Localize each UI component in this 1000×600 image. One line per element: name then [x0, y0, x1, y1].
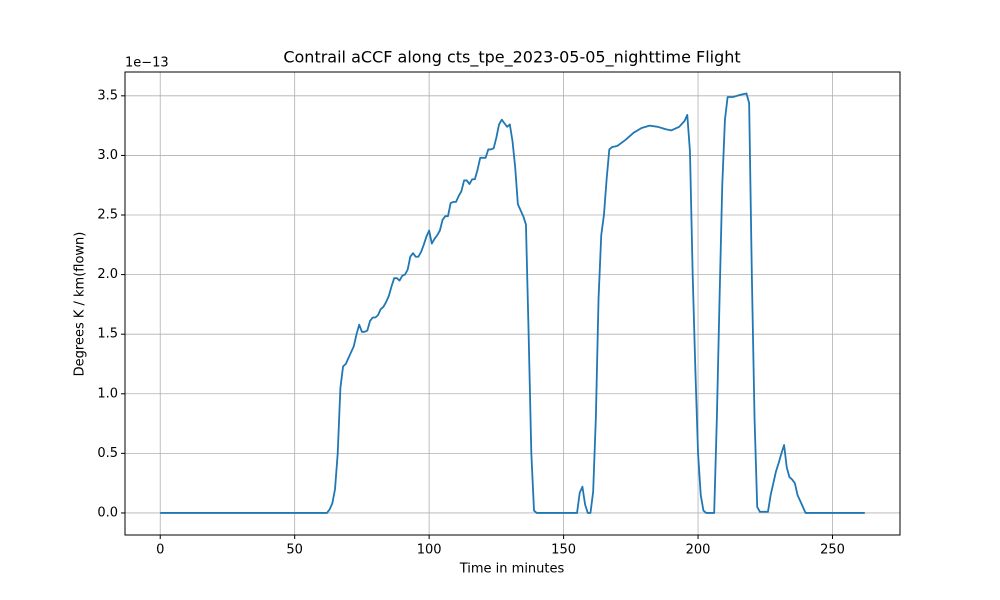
x-tick-label: 50 [286, 543, 303, 558]
x-tick-label: 0 [156, 543, 164, 558]
grid: 0 50 100 150 200 250 0.0 0.5 1.0 1.5 2.0 2.5 3.0 3.5 [97, 72, 900, 558]
y-tick-label: 3.5 [97, 88, 118, 103]
y-tick-label: 3.0 [97, 148, 118, 163]
x-tick-label: 200 [686, 543, 711, 558]
y-offset-label: 1e−13 [125, 56, 169, 71]
x-tick-label: 100 [417, 543, 442, 558]
y-axis-label: Degrees K / km(flown) [73, 232, 88, 377]
y-tick-label: 2.5 [97, 208, 118, 223]
plot-area [160, 92, 865, 514]
y-tick-label: 0.5 [97, 446, 118, 461]
data-line [160, 92, 865, 514]
y-tick-label: 0.0 [97, 505, 118, 520]
y-tick-label: 1.5 [97, 327, 118, 342]
y-tick-label: 1.0 [97, 386, 118, 401]
chart-title: Contrail aCCF along cts_tpe_2023-05-05_n… [283, 48, 740, 68]
x-axis-label: Time in minutes [459, 562, 565, 577]
x-tick-label: 250 [820, 543, 845, 558]
x-tick-label: 150 [551, 543, 576, 558]
axes-frame [124, 71, 901, 536]
y-tick-label: 2.0 [97, 267, 118, 282]
